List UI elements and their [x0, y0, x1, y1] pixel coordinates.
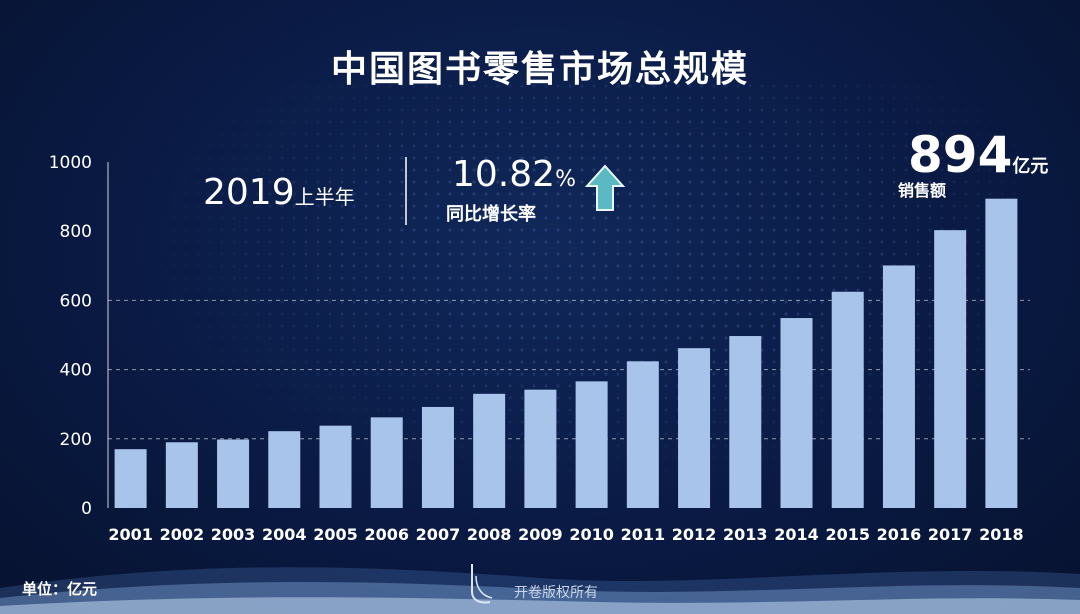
x-tick-label: 2002: [160, 525, 205, 544]
page-title: 中国图书零售市场总规模: [330, 49, 749, 90]
bar-2008: [473, 393, 506, 508]
highlight-divider: [405, 157, 407, 225]
x-tick-label: 2007: [416, 525, 461, 544]
y-tick-label: 800: [60, 222, 92, 242]
bar-2012: [678, 348, 711, 508]
bar-2011: [626, 361, 659, 508]
x-tick-label: 2004: [262, 525, 307, 544]
y-tick-label: 1000: [49, 153, 92, 173]
y-tick-label: 200: [60, 430, 92, 450]
x-tick-label: 2005: [313, 525, 358, 544]
bar-2013: [729, 336, 762, 508]
bar-2015: [831, 291, 864, 508]
x-tick-label: 2001: [108, 525, 153, 544]
bar-2009: [524, 389, 557, 508]
bar-2003: [217, 439, 250, 508]
total-sales: 894亿元: [908, 126, 1048, 184]
y-tick-label: 400: [60, 361, 92, 381]
total-sales-value: 894: [908, 126, 1013, 184]
x-tick-label: 2011: [621, 525, 666, 544]
x-tick-label: 2012: [672, 525, 717, 544]
bar-2017: [934, 230, 967, 509]
x-tick-label: 2013: [723, 525, 768, 544]
bar-2007: [421, 406, 454, 508]
bar-2005: [319, 425, 352, 508]
y-tick-label: 600: [60, 291, 92, 311]
bar-2014: [780, 318, 813, 508]
bar-2004: [268, 431, 301, 508]
x-tick-label: 2015: [825, 525, 870, 544]
growth-rate: 10.82%: [452, 154, 576, 195]
x-tick-label: 2009: [518, 525, 563, 544]
highlight-period: 2019上半年: [203, 172, 355, 213]
publisher-logo-icon: [471, 564, 493, 604]
x-tick-label: 2003: [211, 525, 256, 544]
x-tick-label: 2016: [877, 525, 922, 544]
world-map-dots-background: [120, 80, 1020, 500]
x-tick-label: 2008: [467, 525, 512, 544]
growth-rate-label: 同比增长率: [446, 204, 536, 225]
y-tick-label: 0: [81, 499, 92, 519]
bar-2006: [370, 417, 403, 508]
highlight-year: 2019: [203, 172, 295, 213]
bar-2002: [165, 442, 198, 508]
bar-2016: [882, 265, 915, 508]
bar-2018: [985, 198, 1018, 508]
bar-2001: [114, 449, 147, 508]
growth-rate-value: 10.82: [452, 154, 556, 195]
total-sales-unit: 亿元: [1012, 156, 1049, 177]
bar-2010: [575, 381, 608, 508]
x-tick-label: 2006: [364, 525, 409, 544]
total-sales-label: 销售额: [898, 181, 947, 200]
unit-label: 单位：亿元: [22, 580, 98, 598]
x-tick-label: 2018: [979, 525, 1024, 544]
x-tick-label: 2014: [774, 525, 819, 544]
copyright-text: 开卷版权所有: [514, 585, 598, 601]
highlight-year-suffix: 上半年: [294, 185, 355, 209]
growth-rate-unit: %: [555, 167, 576, 192]
arrow-up-icon: [585, 164, 625, 211]
x-tick-label: 2017: [928, 525, 973, 544]
x-tick-label: 2010: [569, 525, 614, 544]
footer-waves: [0, 567, 1080, 614]
